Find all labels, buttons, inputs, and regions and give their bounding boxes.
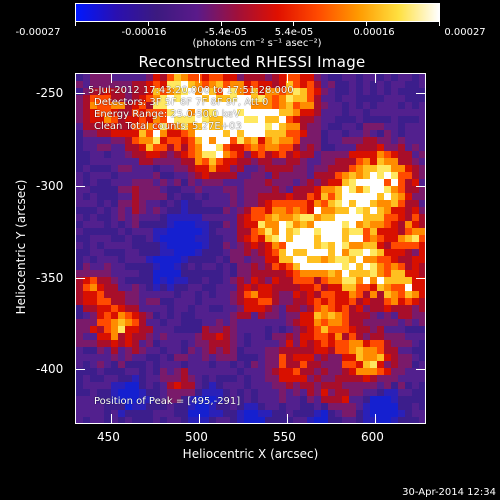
y-tick-label: -400 bbox=[36, 362, 64, 376]
peak-position-label: Position of Peak = [495,-291] bbox=[94, 396, 241, 407]
x-axis-tick bbox=[199, 414, 200, 424]
x-axis-tick-top bbox=[287, 73, 288, 83]
y-tick-label: -250 bbox=[36, 86, 64, 100]
x-axis-tick bbox=[287, 414, 288, 424]
time-range-label: 5-Jul-2012 17:43:20.000 to 17:51:28.000 bbox=[88, 85, 294, 96]
x-tick-label: 550 bbox=[273, 430, 296, 444]
colorbar-tick-label: -0.00027 bbox=[15, 27, 61, 38]
detectors-label: Detectors: 3F 5F 6F 7F 8F 9F, Att 0 bbox=[94, 97, 269, 108]
y-axis-tick bbox=[75, 186, 85, 187]
colorbar-tick bbox=[439, 21, 440, 26]
colorbar-unit-label: (photons cm⁻² s⁻¹ asec⁻²) bbox=[192, 38, 322, 49]
colorbar-tick-label: 0.00016 bbox=[353, 27, 395, 38]
colorbar-tick bbox=[75, 21, 76, 26]
y-axis-tick-right bbox=[416, 186, 426, 187]
reconstructed-image bbox=[76, 74, 425, 423]
x-tick-label: 450 bbox=[97, 430, 120, 444]
x-tick-label: 500 bbox=[185, 430, 208, 444]
x-axis-tick bbox=[111, 414, 112, 424]
y-axis-tick bbox=[75, 369, 85, 370]
plot-title: Reconstructed RHESSI Image bbox=[138, 53, 366, 71]
y-tick-label: -350 bbox=[36, 271, 64, 285]
y-tick-label: -300 bbox=[36, 179, 64, 193]
clean-counts-label: Clean Total counts: 5.27E+03 bbox=[94, 121, 242, 132]
footer-date: 30-Apr-2014 12:34 bbox=[402, 487, 496, 498]
colorbar-ticks bbox=[75, 21, 440, 27]
y-axis-tick-right bbox=[416, 369, 426, 370]
x-axis-tick-top bbox=[199, 73, 200, 83]
x-tick-label: 600 bbox=[361, 430, 384, 444]
y-axis-label: Heliocentric Y (arcsec) bbox=[14, 179, 28, 315]
colorbar-tick-label: -0.00016 bbox=[121, 27, 167, 38]
y-axis-tick bbox=[75, 278, 85, 279]
y-axis-tick bbox=[75, 93, 85, 94]
x-axis-tick-top bbox=[111, 73, 112, 83]
energy-range-label: Energy Range: 25.0-50.0 keV bbox=[94, 109, 241, 120]
colorbar-tick bbox=[293, 21, 294, 26]
y-axis-tick-right bbox=[416, 93, 426, 94]
colorbar-tick-label: -5.4e-05 bbox=[205, 27, 247, 38]
colorbar-tick bbox=[148, 21, 149, 26]
x-axis-tick-top bbox=[375, 73, 376, 83]
colorbar-tick bbox=[366, 21, 367, 26]
y-axis-tick-right bbox=[416, 278, 426, 279]
plot-area: 5-Jul-2012 17:43:20.000 to 17:51:28.000 … bbox=[75, 73, 426, 424]
colorbar-tick bbox=[221, 21, 222, 26]
colorbar-tick-label: 5.4e-05 bbox=[274, 27, 314, 38]
x-axis-label: Heliocentric X (arcsec) bbox=[182, 447, 319, 461]
x-axis-tick bbox=[375, 414, 376, 424]
colorbar-tick-label: 0.00027 bbox=[444, 27, 486, 38]
colorbar bbox=[75, 3, 440, 22]
